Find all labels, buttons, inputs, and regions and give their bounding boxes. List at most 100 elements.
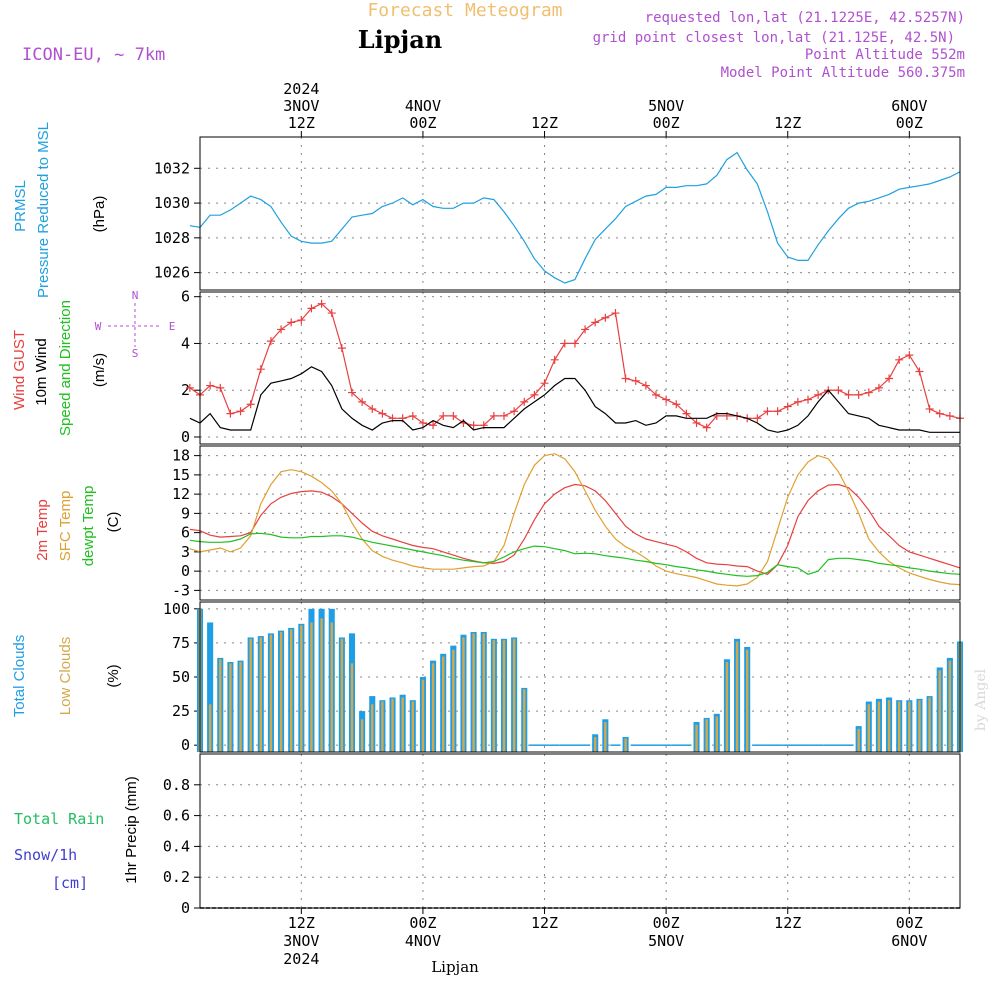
clouds-ytick-label: 50 — [172, 668, 190, 686]
gust-marker — [216, 383, 225, 392]
temperature-ytick-label: -3 — [172, 581, 190, 599]
low-cloud-bar — [745, 649, 749, 752]
credit-label: by Angel — [973, 668, 989, 731]
low-cloud-bar — [219, 659, 222, 752]
low-cloud-bar — [289, 629, 293, 752]
low-cloud-bar — [887, 700, 891, 752]
wind-frame — [199, 291, 961, 445]
gust-marker — [327, 309, 336, 318]
compass-rose: N W E S — [95, 289, 176, 360]
point-altitude: Point Altitude 552m — [805, 47, 965, 63]
gust-marker — [570, 339, 579, 348]
low-cloud-bar — [695, 724, 698, 752]
temperature-panel-labels: 2m Temp SFC Temp dewpt Temp (C) — [34, 486, 122, 567]
gust-marker — [672, 400, 681, 409]
pressure-ytick-label: 1026 — [154, 264, 190, 282]
low-cloud-bar — [908, 701, 911, 752]
gust-marker — [358, 397, 367, 406]
rain-label: Total Rain — [14, 810, 104, 828]
precip-ytick-label: 0.8 — [163, 776, 190, 794]
snow-label: Snow/1h — [14, 846, 77, 864]
low-cloud-bar — [857, 728, 860, 752]
clouds-ytick-label: 100 — [163, 600, 190, 618]
gust-marker — [945, 411, 954, 420]
panel-pressure: 1026 1028 1030 1032 — [154, 136, 961, 291]
clouds-ytick-label: 25 — [172, 702, 190, 720]
clouds-ytick-label: 0 — [181, 736, 190, 754]
temperature-ytick-label: 15 — [172, 466, 190, 484]
gust-marker — [418, 418, 427, 427]
gust-marker — [530, 390, 539, 399]
gust-marker — [702, 423, 711, 432]
gust-marker — [510, 407, 519, 416]
gust-marker — [540, 379, 549, 388]
temperature-ytick-label: 12 — [172, 485, 190, 503]
low-cloud-bar — [229, 663, 232, 752]
gust-marker — [439, 411, 448, 420]
bottom-time-label: 12Z — [288, 914, 315, 932]
cloud-unit: (%) — [105, 664, 122, 687]
gust-marker — [429, 421, 438, 430]
wind-direction-label: Speed and Direction — [57, 300, 74, 436]
low-cloud-bar — [452, 649, 455, 752]
gust-marker — [520, 397, 529, 406]
clouds-frame — [199, 601, 961, 753]
temp2m-label: 2m Temp — [34, 499, 51, 560]
precip-panel-labels: Total Rain Snow/1h [cm] 1hr Precip (mm) — [14, 776, 140, 892]
gust-marker — [641, 381, 650, 390]
gust-marker — [408, 411, 417, 420]
location-title: Lipjan — [358, 25, 442, 54]
gust-marker — [692, 418, 701, 427]
gust-marker — [773, 407, 782, 416]
compass-west: W — [95, 320, 102, 333]
temperature-frame — [199, 445, 961, 601]
prmsl-line — [189, 151, 961, 284]
precip-unit: 1hr Precip (mm) — [123, 776, 140, 884]
temp-unit: (C) — [105, 512, 122, 533]
low-cloud-bar — [249, 638, 252, 752]
pressure-ytick-label: 1030 — [154, 194, 190, 212]
gust-marker — [550, 355, 559, 364]
gust-marker — [844, 390, 853, 399]
cloud-panel-labels: Total Clouds Low Clouds (%) — [11, 635, 122, 718]
panel-precip: 0 0.2 0.4 0.6 0.8 — [163, 753, 961, 917]
bottom-time-label: 00Z — [653, 914, 680, 932]
temperature-ytick-label: 0 — [181, 562, 190, 580]
gust-marker — [449, 411, 458, 420]
gust-marker — [804, 395, 812, 404]
gust-marker — [682, 409, 691, 418]
prmsl-label: PRMSL — [12, 180, 29, 232]
gust-marker — [793, 397, 802, 406]
requested-coords: requested lon,lat (21.1225E, 42.5257N) — [645, 10, 965, 26]
gust-marker — [915, 367, 924, 376]
top-time-label: 12Z — [288, 114, 315, 132]
low-cloud-bar — [624, 738, 627, 752]
low-cloud-bar — [502, 640, 506, 752]
precip-ytick-label: 0.2 — [163, 868, 190, 886]
bottom-time-label: 2024 — [283, 950, 319, 968]
wind10m-label: 10m Wind — [33, 338, 50, 406]
gust-marker — [337, 344, 346, 353]
precip-ytick-label: 0.6 — [163, 807, 190, 825]
wind-ytick-label: 4 — [181, 334, 190, 352]
gust-marker — [185, 383, 194, 392]
gust-marker — [500, 411, 508, 420]
gust-marker — [378, 409, 387, 418]
top-time-label: 00Z — [409, 114, 436, 132]
precip-ytick-label: 0 — [181, 899, 190, 917]
wind-unit: (m/s) — [91, 353, 108, 387]
clouds-ytick-label: 75 — [172, 634, 190, 652]
low-cloud-bar — [441, 656, 445, 752]
total-cloud-bar — [207, 622, 214, 752]
low-cloud-bar — [269, 634, 273, 752]
gust-marker — [652, 390, 660, 399]
gust-marker — [662, 395, 671, 404]
low-cloud-bar — [371, 704, 374, 752]
gust-marker — [591, 318, 600, 327]
gust-marker — [905, 351, 914, 360]
bottom-time-label: 3NOV — [283, 932, 319, 950]
gust-marker — [246, 400, 255, 409]
top-time-label: 2024 — [283, 80, 319, 98]
low-cloud-bar — [381, 701, 384, 752]
